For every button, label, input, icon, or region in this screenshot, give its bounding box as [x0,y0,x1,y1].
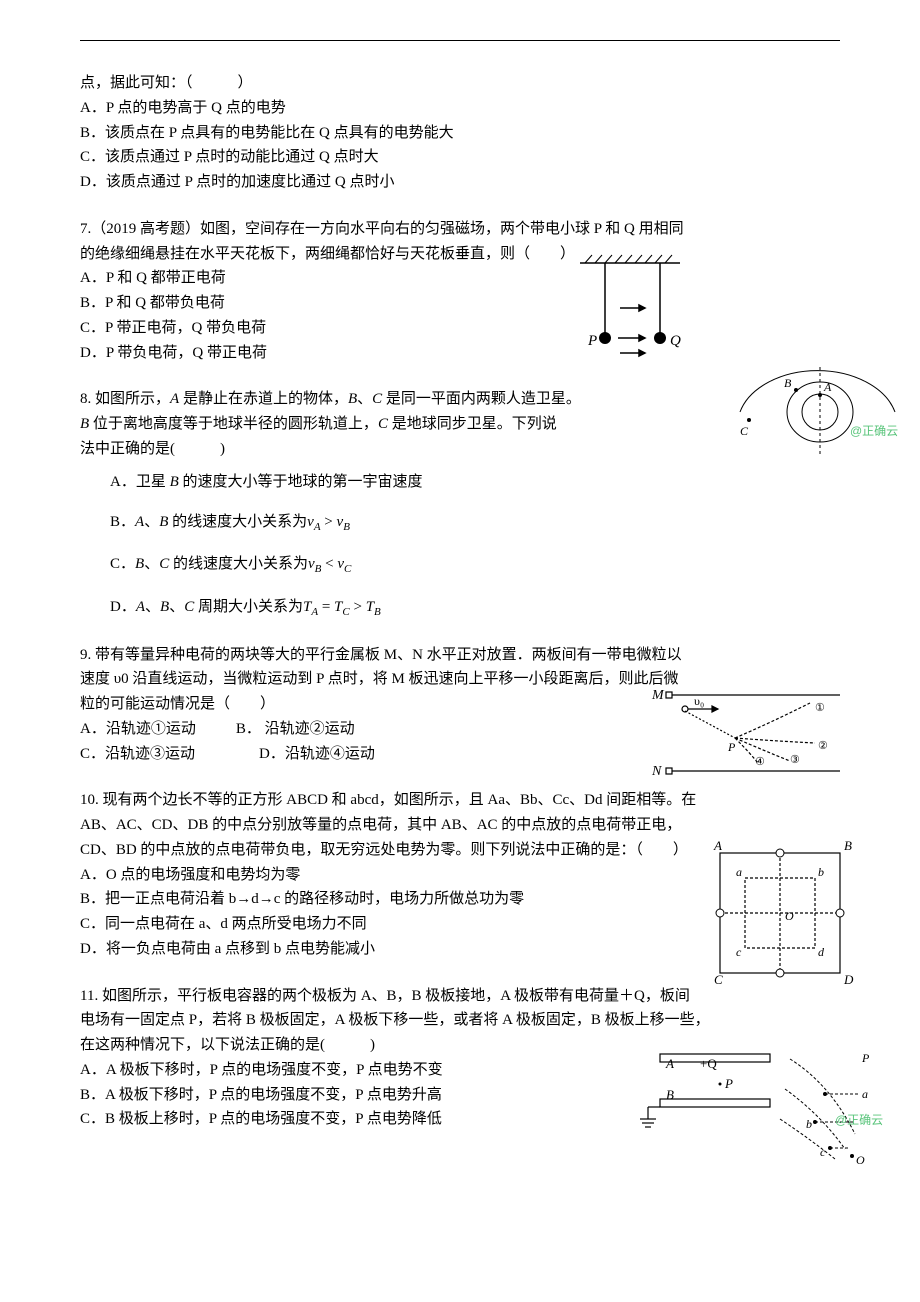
q7-stem2: 的绝缘细绳悬挂在水平天花板下，两细绳都恰好与天花板垂直，则（ ） [80,242,840,267]
svg-text:+Q: +Q [700,1056,717,1071]
q6-opt-c: C．该质点通过 P 点时的动能比通过 Q 点时大 [80,145,840,170]
svg-text:C: C [740,424,749,438]
q11-figure: A +Q B P P a b c O @正确云 [630,1044,890,1174]
q8-stem-line3: 法中正确的是( ) [80,437,680,462]
svg-text:④: ④ [755,756,765,768]
q9-opt-a: A．沿轨迹①运动 [80,717,196,742]
q8-opt-b: B．A、B 的线速度大小关系为vA > vB [80,510,680,536]
q6-cont: 点，据此可知：（ ） [80,71,840,96]
svg-text:B: B [666,1087,674,1102]
question-9: 9. 带有等量异种电荷的两块等大的平行金属板 M、N 水平正对放置．两板间有一带… [80,643,840,767]
q10-stem1: 10. 现有两个边长不等的正方形 ABCD 和 abcd，如图所示，且 Aa、B… [80,788,840,813]
svg-text:υ₀: υ₀ [694,694,704,708]
q9-opt-b: B． 沿轨迹②运动 [236,717,355,742]
q7-label-p: P [587,333,597,349]
q6-opt-d: D．该质点通过 P 点时的加速度比通过 Q 点时小 [80,170,840,195]
svg-text:P: P [727,740,736,754]
svg-text:c: c [736,945,742,959]
question-7: 7.（2019 高考题）如图，空间存在一方向水平向右的匀强磁场，两个带电小球 P… [80,217,840,366]
svg-text:①: ① [815,702,825,714]
question-10: 10. 现有两个边长不等的正方形 ABCD 和 abcd，如图所示，且 Aa、B… [80,788,840,961]
svg-text:c: c [820,1145,826,1159]
svg-text:b: b [806,1117,812,1131]
q8-opt-d: D．A、B、C 周期大小关系为TA = TC > TB [80,595,680,621]
q11-stem1: 11. 如图所示，平行板电容器的两个极板为 A、B，B 极板接地，A 极板带有电… [80,984,840,1009]
svg-text:P: P [724,1076,733,1091]
q7-opt-c: C．P 带正电荷，Q 带负电荷 [80,316,840,341]
q10-stem2: AB、AC、CD、DB 的中点分别放等量的点电荷，其中 AB、AC 的中点放的点… [80,813,840,838]
q6-opt-a: A．P 点的电势高于 Q 点的电势 [80,96,840,121]
q8-opt-a: A．卫星 B 的速度大小等于地球的第一宇宙速度 [80,470,680,495]
svg-text:N: N [651,764,662,779]
q11-stem2: 电场有一固定点 P，若将 B 极板固定，A 极板下移一些，或者将 A 极板固定，… [80,1008,840,1033]
svg-text:A: A [713,838,722,853]
q8-figure: A B C @正确云 [720,357,900,487]
svg-text:P: P [861,1051,870,1065]
q9-opt-c: C．沿轨迹③运动 [80,742,195,767]
q7-opt-b: B．P 和 Q 都带负电荷 [80,291,840,316]
watermark-icon: @正确云 [850,424,898,438]
question-11: 11. 如图所示，平行板电容器的两个极板为 A、B，B 极板接地，A 极板带有电… [80,984,840,1133]
watermark-icon: @正确云 [835,1113,883,1127]
svg-text:A: A [665,1056,674,1071]
svg-text:D: D [843,972,854,987]
q10-figure: A B C D a b c d O [700,838,870,988]
q8-stem-line2: B 位于离地高度等于地球半径的圆形轨道上，C 是地球同步卫星。下列说 [80,412,680,437]
svg-text:A: A [823,380,832,394]
q6-opt-b: B．该质点在 P 点具有的电势能比在 Q 点具有的电势能大 [80,121,840,146]
q8-opt-c: C．B、C 的线速度大小关系为vB < vC [80,552,680,578]
svg-text:b: b [818,865,824,879]
svg-text:B: B [844,838,852,853]
svg-text:B: B [784,376,792,390]
svg-text:M: M [651,688,665,703]
svg-text:③: ③ [790,754,800,766]
q9-opt-d: D．沿轨迹④运动 [259,742,375,767]
q9-figure: M N υ₀ P ① ② ③ ④ [640,683,860,783]
q7-opt-a: A．P 和 Q 都带正电荷 [80,266,840,291]
q7-figure: P Q [550,253,710,363]
question-8: 8. 如图所示，A 是静止在赤道上的物体，B、C 是同一平面内两颗人造卫星。 B… [80,387,840,620]
q9-stem1: 9. 带有等量异种电荷的两块等大的平行金属板 M、N 水平正对放置．两板间有一带… [80,643,840,668]
svg-text:d: d [818,945,825,959]
svg-text:②: ② [818,740,828,752]
svg-text:O: O [785,909,794,923]
svg-text:a: a [736,865,742,879]
q7-label-q: Q [670,333,681,349]
svg-text:O: O [856,1153,865,1167]
q8-stem-line1: 8. 如图所示，A 是静止在赤道上的物体，B、C 是同一平面内两颗人造卫星。 [80,387,680,412]
svg-text:a: a [862,1087,868,1101]
q7-stem1: 7.（2019 高考题）如图，空间存在一方向水平向右的匀强磁场，两个带电小球 P… [80,217,840,242]
top-rule [80,40,840,41]
question-6: 点，据此可知：（ ） A．P 点的电势高于 Q 点的电势 B．该质点在 P 点具… [80,71,840,195]
